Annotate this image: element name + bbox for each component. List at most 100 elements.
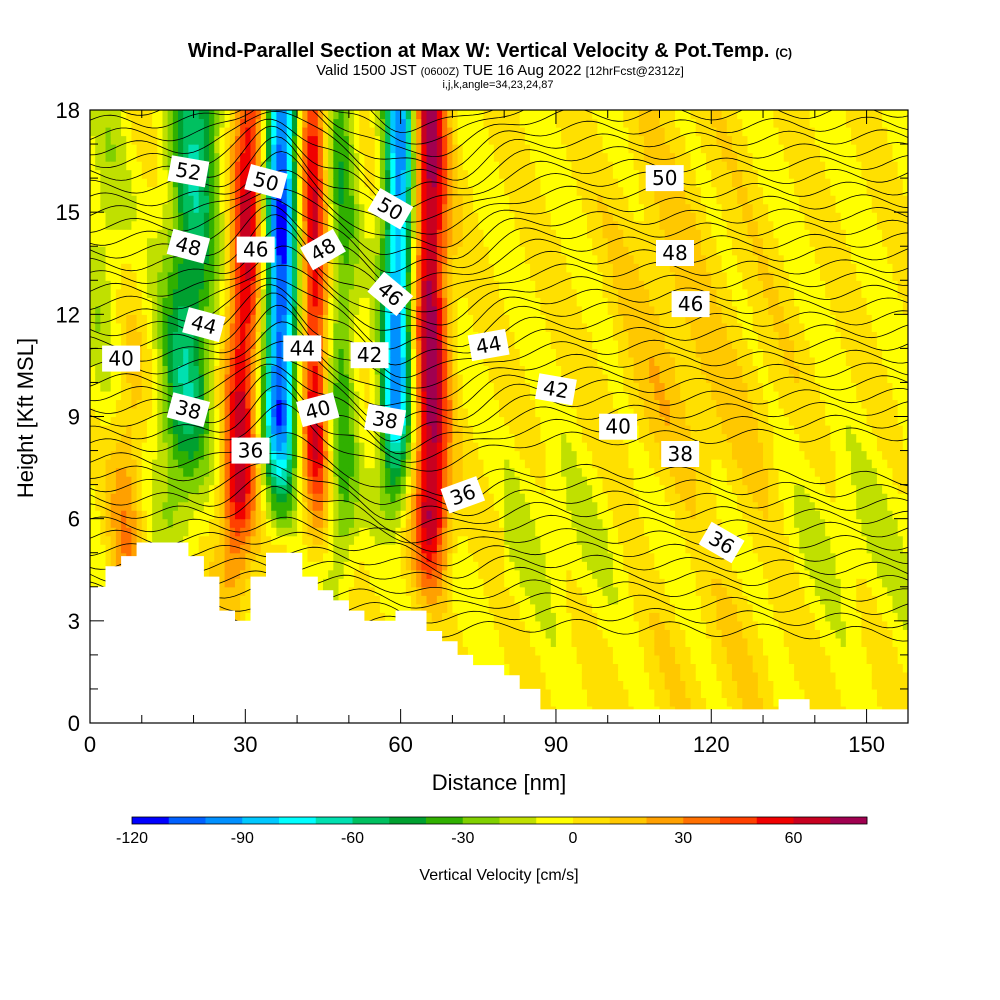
field-cell xyxy=(203,552,210,562)
field-cell xyxy=(348,518,355,528)
field-cell xyxy=(95,195,101,205)
field-cell xyxy=(266,339,272,349)
field-cell xyxy=(115,254,122,264)
field-cell xyxy=(302,450,309,460)
field-cell xyxy=(121,493,127,503)
field-cell xyxy=(307,135,314,145)
field-cell xyxy=(374,178,381,188)
field-cell xyxy=(183,305,189,315)
field-cell xyxy=(276,127,283,137)
field-cell xyxy=(348,459,355,469)
field-cell xyxy=(255,390,262,401)
field-cell xyxy=(234,425,241,435)
field-cell xyxy=(354,178,360,188)
field-cell xyxy=(172,518,179,528)
field-cell xyxy=(219,586,226,596)
field-cell xyxy=(395,561,402,571)
field-cell xyxy=(442,161,448,171)
field-cell xyxy=(307,271,314,281)
field-cell xyxy=(266,407,272,418)
field-cell xyxy=(146,144,153,154)
field-cell xyxy=(442,544,448,554)
field-cell xyxy=(121,263,127,273)
field-cell xyxy=(234,510,241,520)
field-cell xyxy=(312,425,319,435)
field-cell xyxy=(121,433,127,443)
field-cell xyxy=(302,390,309,401)
field-cell xyxy=(214,356,221,367)
field-cell xyxy=(209,161,215,171)
field-cell xyxy=(354,314,360,324)
field-cell xyxy=(312,152,319,162)
field-cell xyxy=(333,314,340,324)
field-cell xyxy=(90,118,96,128)
field-cell xyxy=(328,493,334,503)
field-cell xyxy=(276,501,283,511)
field-cell xyxy=(115,407,122,418)
field-cell xyxy=(302,322,309,332)
field-cell xyxy=(240,425,246,435)
field-cell xyxy=(131,416,138,426)
field-cell xyxy=(115,314,122,324)
field-cell xyxy=(416,459,422,469)
field-cell xyxy=(121,442,127,452)
field-cell xyxy=(416,552,422,562)
field-cell xyxy=(136,203,143,213)
field-cell xyxy=(255,314,262,324)
field-cell xyxy=(405,220,412,230)
field-cell xyxy=(198,220,205,230)
field-cell xyxy=(369,314,376,324)
field-cell xyxy=(250,314,257,324)
field-cell xyxy=(157,484,164,494)
field-cell xyxy=(421,220,428,230)
field-cell xyxy=(234,263,241,273)
field-cell xyxy=(121,220,127,230)
field-cell xyxy=(121,169,127,179)
field-cell xyxy=(152,459,158,469)
field-cell xyxy=(374,459,381,469)
field-cell xyxy=(224,416,231,426)
field-cell xyxy=(188,203,195,213)
field-cell xyxy=(359,322,365,332)
field-cell xyxy=(333,331,340,341)
field-cell xyxy=(209,144,215,154)
field-cell xyxy=(250,348,257,358)
field-cell xyxy=(162,433,169,443)
field-cell xyxy=(390,586,397,596)
field-cell xyxy=(302,195,309,205)
field-cell xyxy=(115,493,122,503)
field-cell xyxy=(307,356,314,367)
field-cell xyxy=(317,203,324,213)
field-cell xyxy=(410,476,417,486)
field-cell xyxy=(255,322,262,332)
field-cell xyxy=(385,552,391,562)
field-cell xyxy=(390,169,397,179)
field-cell xyxy=(276,271,283,281)
field-cell xyxy=(167,254,174,264)
field-cell xyxy=(322,433,329,443)
field-cell xyxy=(390,501,397,511)
field-cell xyxy=(369,220,376,230)
field-cell xyxy=(167,339,174,349)
field-cell xyxy=(214,195,221,205)
field-cell xyxy=(157,416,164,426)
field-cell xyxy=(348,118,355,128)
field-cell xyxy=(90,144,96,154)
field-cell xyxy=(431,390,438,401)
field-cell xyxy=(426,237,433,247)
field-cell xyxy=(431,297,438,307)
field-cell xyxy=(338,144,345,154)
field-cell xyxy=(100,459,107,469)
field-cell xyxy=(390,161,397,171)
field-cell xyxy=(131,127,138,137)
field-cell xyxy=(302,314,309,324)
field-cell xyxy=(431,373,438,384)
field-cell xyxy=(183,390,189,401)
field-cell xyxy=(172,373,179,384)
field-cell xyxy=(364,118,371,128)
field-cell xyxy=(214,493,221,503)
field-cell xyxy=(162,373,169,384)
field-cell xyxy=(178,314,184,324)
field-cell xyxy=(354,467,360,477)
field-cell xyxy=(385,161,391,171)
